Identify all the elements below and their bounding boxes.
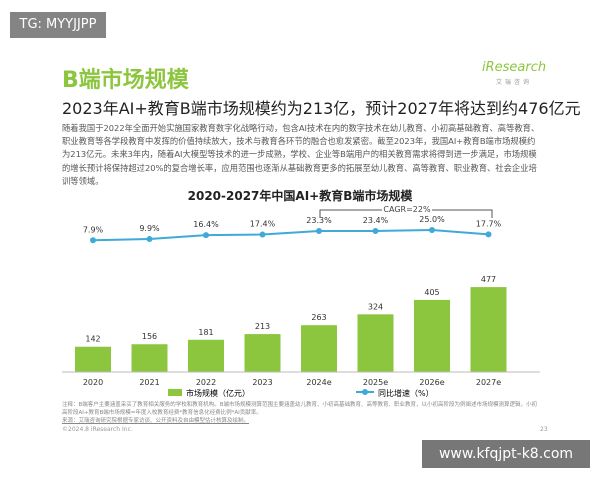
growth-label: 23.4% bbox=[363, 216, 389, 225]
x-tick-label: 2027e bbox=[476, 378, 501, 387]
growth-label: 7.9% bbox=[83, 225, 104, 234]
legend-bar-swatch bbox=[168, 389, 182, 396]
growth-label: 23.3% bbox=[306, 216, 332, 225]
body-text: 随着我国于2022年全面开始实施国家教育数字化战略行动，包含AI技术在内的数字技… bbox=[62, 123, 540, 186]
growth-label: 9.9% bbox=[139, 224, 160, 233]
iresearch-logo: iResearch bbox=[482, 60, 547, 75]
bar-value-label: 156 bbox=[142, 332, 157, 341]
page-title: B端市场规模 bbox=[62, 68, 189, 93]
bar-value-label: 477 bbox=[481, 275, 496, 284]
growth-label: 17.4% bbox=[250, 220, 276, 229]
chart-title: 2020-2027年中国AI+教育B端市场规模 bbox=[187, 189, 413, 203]
x-tick-label: 2020 bbox=[83, 378, 103, 387]
page-subtitle: 2023年AI+教育B端市场规模约为213亿，预计2027年将达到约476亿元 bbox=[62, 99, 581, 118]
copyright: ©2024.8 iResearch Inc. bbox=[62, 426, 133, 433]
notes-text: 注释：B端客户主要涵盖采买了教育相关服务的学校和教育机构。B端市场规模测算范围主… bbox=[62, 402, 538, 416]
bar bbox=[131, 344, 168, 372]
growth-point bbox=[429, 227, 435, 233]
growth-point bbox=[372, 227, 379, 234]
growth-label: 16.4% bbox=[193, 220, 219, 229]
growth-point bbox=[259, 231, 266, 238]
bar-value-label: 181 bbox=[198, 328, 213, 337]
growth-point bbox=[90, 237, 96, 244]
bar bbox=[188, 339, 224, 372]
growth-point bbox=[203, 232, 209, 239]
growth-point bbox=[485, 231, 492, 238]
bar bbox=[75, 346, 111, 372]
bar bbox=[301, 325, 337, 372]
bar-value-label: 263 bbox=[311, 313, 326, 322]
bar-value-label: 142 bbox=[85, 335, 100, 344]
growth-label: 25.0% bbox=[419, 215, 445, 224]
x-tick-label: 2024e bbox=[306, 378, 331, 387]
bar bbox=[470, 287, 507, 372]
growth-point bbox=[316, 228, 322, 235]
x-tick-label: 2025e bbox=[363, 378, 388, 387]
legend-bar-label: 市场规模（亿元） bbox=[186, 388, 250, 398]
cagr-label: CAGR=22% bbox=[383, 205, 431, 214]
growth-point bbox=[146, 236, 153, 243]
bar-value-label: 405 bbox=[424, 288, 439, 297]
footnotes: 注释：B端客户主要涵盖采买了教育相关服务的学校和教育机构。B端市场规模测算范围主… bbox=[62, 401, 542, 425]
legend-line-label: 同比增速（%） bbox=[378, 388, 434, 398]
bar bbox=[244, 334, 281, 372]
bar bbox=[414, 299, 450, 372]
watermark-top: TG: MYYJJPP bbox=[10, 12, 106, 38]
x-tick-label: 2022 bbox=[196, 378, 216, 387]
bar bbox=[357, 314, 394, 372]
x-tick-label: 2026e bbox=[419, 378, 444, 387]
growth-line bbox=[92, 228, 489, 242]
bar-value-label: 213 bbox=[255, 322, 270, 331]
source-text: 来源：艾瑞咨询研究院根据专家访谈、公开资料及自由模型估计核算及绘制。 bbox=[62, 418, 250, 424]
page-number: 23 bbox=[540, 426, 548, 433]
watermark-bottom: www.kfqjpt-k8.com bbox=[422, 440, 590, 468]
x-tick-label: 2021 bbox=[139, 378, 159, 387]
bar-value-label: 324 bbox=[368, 302, 383, 311]
x-tick-label: 2023 bbox=[252, 378, 272, 387]
iresearch-logo-sub: 艾瑞咨询 bbox=[496, 79, 533, 86]
growth-label: 17.7% bbox=[476, 219, 502, 228]
